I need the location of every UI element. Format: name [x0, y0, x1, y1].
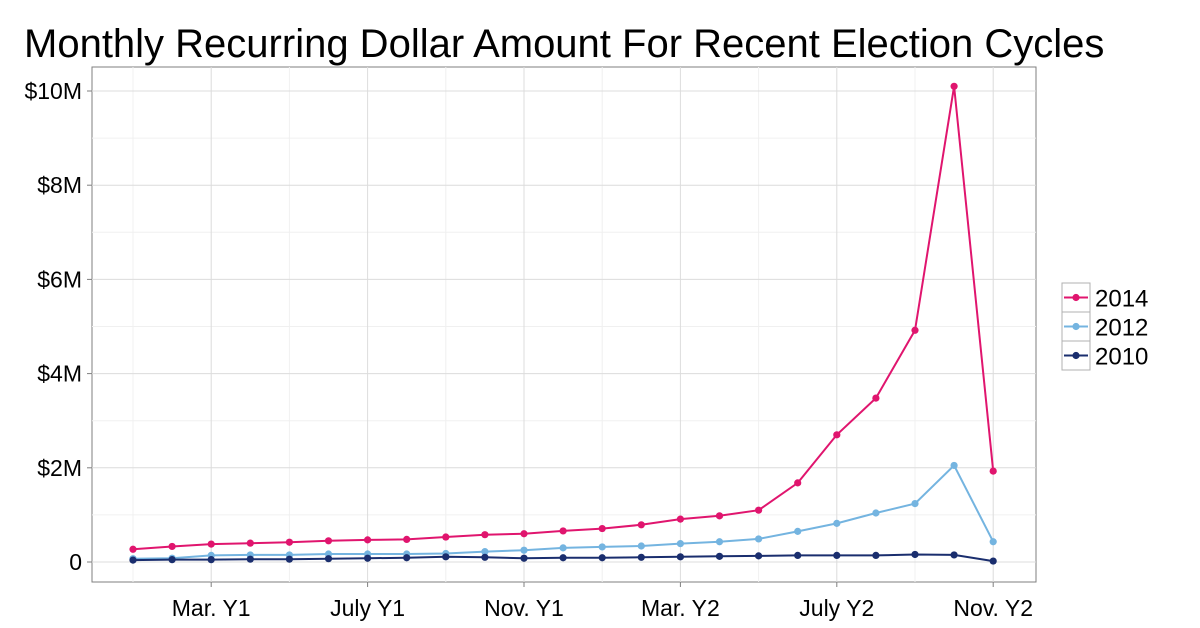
x-tick-label: July Y2: [799, 595, 874, 621]
data-point-2010: [168, 556, 176, 564]
data-point-2012: [520, 546, 528, 554]
data-point-2014: [950, 82, 958, 90]
data-point-2014: [872, 394, 880, 402]
data-point-2012: [481, 548, 489, 556]
data-point-2012: [989, 538, 997, 546]
data-point-2014: [715, 512, 724, 520]
data-point-2010: [129, 556, 137, 564]
data-point-2010: [403, 554, 411, 562]
y-tick-label: 0: [69, 549, 82, 575]
legend-label: 2012: [1095, 315, 1148, 342]
data-point-2012: [676, 540, 685, 548]
data-point-2014: [481, 531, 489, 539]
data-point-2014: [755, 506, 763, 514]
data-point-2010: [755, 552, 763, 560]
y-tick-label: $4M: [37, 361, 82, 387]
data-point-2012: [872, 509, 880, 517]
data-point-2012: [911, 499, 919, 508]
data-point-2010: [676, 553, 685, 561]
data-point-2010: [715, 552, 724, 560]
data-point-2014: [520, 530, 528, 538]
data-point-2012: [833, 519, 841, 527]
legend-key-point: [1072, 293, 1080, 302]
series-2014: [129, 82, 997, 553]
data-point-2010: [207, 556, 215, 564]
data-point-2010: [794, 551, 802, 560]
data-point-2014: [598, 524, 606, 533]
data-point-2012: [559, 544, 567, 552]
y-tick-label: $2M: [37, 455, 82, 481]
data-point-2012: [598, 543, 606, 551]
data-point-2014: [637, 521, 645, 529]
data-point-2012: [755, 535, 763, 543]
data-point-2014: [442, 533, 450, 541]
data-point-2012: [637, 542, 645, 550]
data-point-2014: [285, 538, 293, 546]
data-point-2012: [715, 538, 724, 546]
legend-key-point: [1072, 322, 1080, 331]
data-point-2010: [246, 555, 254, 563]
data-point-2014: [168, 542, 176, 551]
data-point-2010: [481, 553, 489, 561]
data-point-2014: [246, 539, 254, 547]
series-layer: [129, 82, 997, 565]
data-point-2012: [794, 527, 802, 535]
x-tick-label: July Y1: [330, 595, 405, 621]
data-point-2010: [442, 553, 450, 561]
y-tick-label: $6M: [37, 266, 82, 292]
x-tick-label: Nov. Y1: [484, 595, 564, 621]
data-point-2010: [598, 554, 606, 562]
data-point-2014: [676, 515, 685, 523]
data-point-2010: [872, 551, 880, 560]
data-point-2014: [129, 545, 137, 553]
data-point-2010: [559, 554, 567, 562]
y-tick-label: $8M: [37, 172, 82, 198]
data-point-2010: [520, 554, 528, 562]
data-point-2014: [559, 527, 567, 535]
data-point-2014: [403, 535, 411, 543]
data-point-2010: [637, 553, 645, 561]
series-2010: [129, 550, 997, 565]
series-2012: [129, 461, 997, 563]
data-point-2014: [364, 536, 372, 544]
y-tick-label: $10M: [24, 78, 82, 104]
data-point-2014: [989, 467, 997, 475]
data-point-2014: [833, 431, 841, 439]
plot-panel: [91, 66, 1037, 583]
x-tick-label: Mar. Y2: [641, 595, 720, 621]
data-point-2014: [324, 537, 333, 545]
legend-key-point: [1072, 351, 1080, 360]
data-point-2014: [207, 540, 215, 548]
chart-title: Monthly Recurring Dollar Amount For Rece…: [24, 22, 1105, 66]
x-axis: Mar. Y1 July Y1 Nov. Y1 Mar. Y2 July Y2 Nov. …: [172, 582, 1033, 621]
data-point-2010: [285, 555, 293, 563]
data-point-2014: [794, 479, 802, 487]
x-tick-label: Mar. Y1: [172, 595, 251, 621]
data-point-2012: [950, 461, 958, 470]
data-point-2010: [833, 551, 841, 560]
data-point-2014: [911, 326, 919, 334]
legend-label: 2010: [1095, 344, 1148, 371]
data-point-2010: [989, 557, 997, 565]
y-axis: 0 $2M $4M $6M $8M $10M: [24, 78, 92, 575]
data-point-2010: [911, 550, 919, 559]
data-point-2010: [364, 554, 372, 562]
data-point-2010: [950, 551, 958, 559]
x-tick-label: Nov. Y2: [953, 595, 1033, 621]
major-gridlines: [92, 67, 1036, 582]
data-point-2010: [324, 555, 333, 563]
legend-label: 2014: [1095, 286, 1148, 313]
